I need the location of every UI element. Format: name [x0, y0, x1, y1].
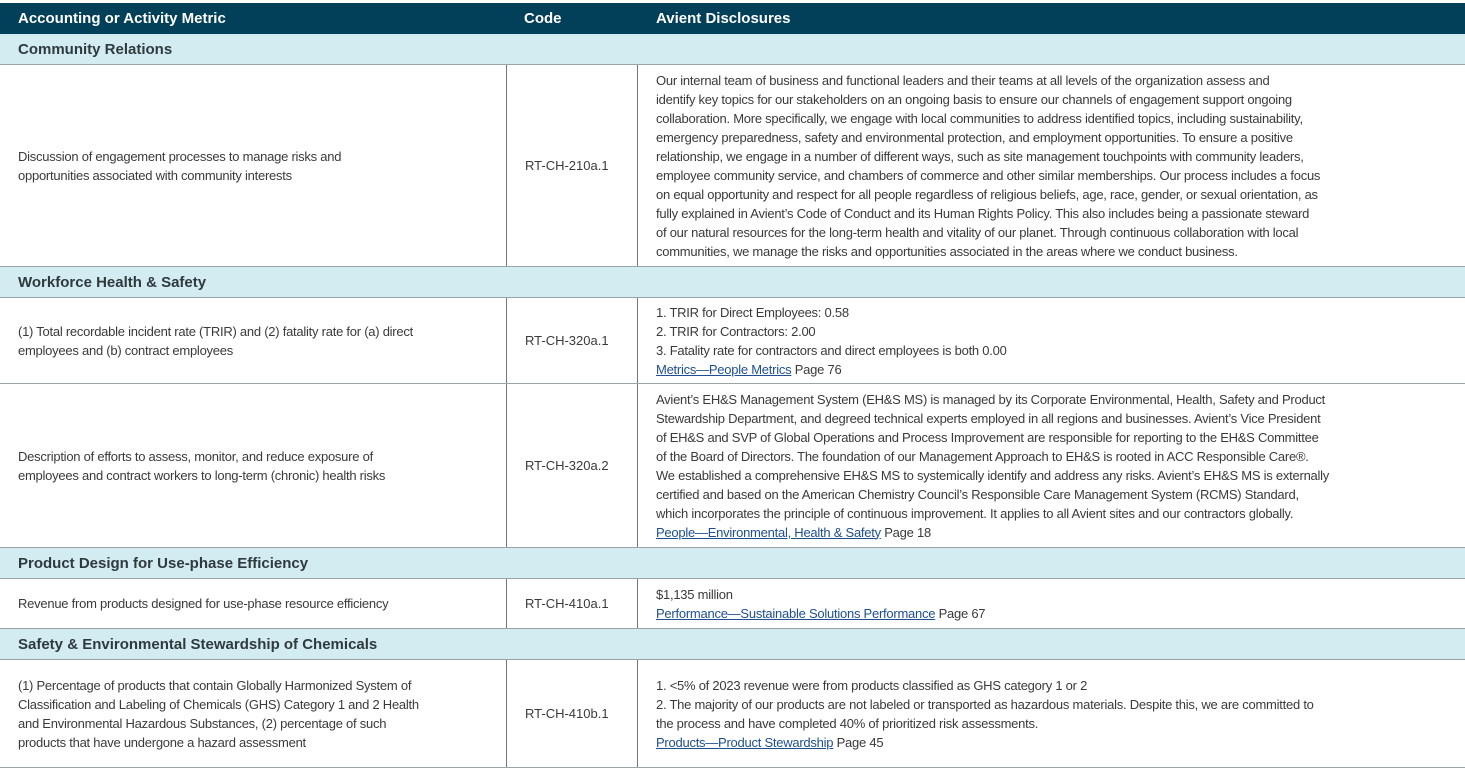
- header-code: Code: [524, 10, 562, 27]
- table-row: Description of efforts to assess, monito…: [0, 384, 1465, 548]
- disclosure-cell: 1. <5% of 2023 revenue were from product…: [638, 660, 1465, 767]
- code-cell: RT-CH-320a.1: [506, 298, 638, 383]
- disclosure-line: We established a comprehensive EH&S MS t…: [656, 467, 1330, 483]
- metric-line: and Environmental Hazardous Substances, …: [18, 715, 387, 731]
- table-row: Revenue from products designed for use-p…: [0, 579, 1465, 629]
- disclosure-line: 2. TRIR for Contractors: 2.00: [656, 323, 816, 339]
- disclosure-cell: 1. TRIR for Direct Employees: 0.58 2. TRI…: [638, 298, 1465, 383]
- disclosure-line: certified and based on the American Chem…: [656, 486, 1299, 502]
- table-row: (1) Total recordable incident rate (TRIR…: [0, 298, 1465, 384]
- metric-line: opportunities associated with community …: [18, 167, 292, 183]
- reference-link[interactable]: Performance—Sustainable Solutions Perfor…: [656, 605, 936, 621]
- disclosure-line: fully explained in Avient’s Code of Cond…: [656, 205, 1310, 221]
- table-body: Community Relations Discussion of engagem…: [0, 34, 1465, 768]
- reference-line: People—Environmental, Health & Safety Pa…: [656, 523, 1457, 542]
- table-header: Accounting or Activity Metric Code Avien…: [0, 3, 1465, 34]
- metric-line: employees and (b) contract employees: [18, 342, 234, 358]
- header-metric: Accounting or Activity Metric: [18, 10, 226, 27]
- page-reference: Page 18: [884, 524, 931, 540]
- disclosure-line: identify key topics for our stakeholders…: [656, 91, 1292, 107]
- metric-line: employees and contract workers to long-t…: [18, 467, 386, 483]
- reference-line: Performance—Sustainable Solutions Perfor…: [656, 604, 1457, 623]
- page-reference: Page 76: [794, 361, 842, 377]
- metric-cell: Revenue from products designed for use-p…: [0, 579, 506, 628]
- disclosure-line: 2. The majority of our products are not …: [656, 696, 1314, 712]
- disclosure-line: on equal opportunity and respect for all…: [656, 186, 1318, 202]
- reference-link[interactable]: People—Environmental, Health & Safety: [656, 524, 881, 540]
- disclosure-cell: Our internal team of business and functi…: [638, 65, 1465, 266]
- metric-cell: Description of efforts to assess, monito…: [0, 384, 506, 547]
- code-cell: RT-CH-320a.2: [506, 384, 638, 547]
- section-header: Workforce Health & Safety: [0, 267, 1465, 298]
- page-reference: Page 45: [836, 734, 884, 750]
- reference-line: Metrics—People Metrics Page 76: [656, 360, 1457, 379]
- disclosure-line: of EH&S and SVP of Global Operations and…: [656, 429, 1319, 445]
- section-header: Community Relations: [0, 34, 1465, 65]
- page-reference: Page 67: [938, 605, 986, 621]
- section-header: Safety & Environmental Stewardship of Ch…: [0, 629, 1465, 660]
- sasb-table: Accounting or Activity Metric Code Avien…: [0, 3, 1465, 768]
- section-header: Product Design for Use-phase Efficiency: [0, 548, 1465, 579]
- disclosure-line: 3. Fatality rate for contractors and dir…: [656, 342, 1007, 358]
- disclosure-line: of our natural resources for the long-te…: [656, 224, 1299, 240]
- metric-line: Revenue from products designed for use-p…: [18, 596, 389, 611]
- metric-line: Classification and Labeling of Chemicals…: [18, 696, 419, 712]
- table-row: Discussion of engagement processes to ma…: [0, 65, 1465, 267]
- code-cell: RT-CH-210a.1: [506, 65, 638, 266]
- code-cell: RT-CH-410a.1: [506, 579, 638, 628]
- reference-link[interactable]: Metrics—People Metrics: [656, 361, 792, 377]
- metric-cell: (1) Total recordable incident rate (TRIR…: [0, 298, 506, 383]
- metric-cell: Discussion of engagement processes to ma…: [0, 65, 506, 266]
- metric-line: (1) Percentage of products that contain …: [18, 677, 412, 693]
- disclosure-line: Stewardship Department, and degreed tech…: [656, 410, 1321, 426]
- disclosure-line: employee community service, and chambers…: [656, 167, 1321, 183]
- reference-line: Products—Product Stewardship Page 45: [656, 733, 1457, 752]
- metric-cell: (1) Percentage of products that contain …: [0, 660, 506, 767]
- disclosure-line: collaboration. More specifically, we eng…: [656, 110, 1303, 126]
- disclosure-line: relationship, we engage in a number of d…: [656, 148, 1304, 164]
- reference-link[interactable]: Products—Product Stewardship: [656, 734, 834, 750]
- disclosure-line: Avient’s EH&S Management System (EH&S MS…: [656, 391, 1326, 407]
- header-disclosures: Avient Disclosures: [656, 10, 791, 27]
- disclosure-cell: Avient’s EH&S Management System (EH&S MS…: [638, 384, 1465, 547]
- disclosure-line: emergency preparedness, safety and envir…: [656, 129, 1293, 145]
- disclosure-cell: $1,135 million Performance—Sustainable So…: [638, 579, 1465, 628]
- disclosure-line: the process and have completed 40% of pr…: [656, 715, 1039, 731]
- disclosure-line: of the Board of Directors. The foundatio…: [656, 448, 1309, 464]
- table-row: (1) Percentage of products that contain …: [0, 660, 1465, 768]
- metric-line: Discussion of engagement processes to ma…: [18, 148, 342, 164]
- code-cell: RT-CH-410b.1: [506, 660, 638, 767]
- metric-line: (1) Total recordable incident rate (TRIR…: [18, 323, 413, 339]
- disclosure-line: which incorporates the principle of cont…: [656, 505, 1294, 521]
- disclosure-line: $1,135 million: [656, 586, 733, 602]
- metric-line: products that have undergone a hazard as…: [18, 734, 306, 750]
- disclosure-line: communities, we manage the risks and opp…: [656, 243, 1238, 259]
- disclosure-line: 1. <5% of 2023 revenue were from product…: [656, 677, 1088, 693]
- disclosure-line: Our internal team of business and functi…: [656, 72, 1270, 88]
- disclosure-line: 1. TRIR for Direct Employees: 0.58: [656, 304, 849, 320]
- metric-line: Description of efforts to assess, monito…: [18, 448, 373, 464]
